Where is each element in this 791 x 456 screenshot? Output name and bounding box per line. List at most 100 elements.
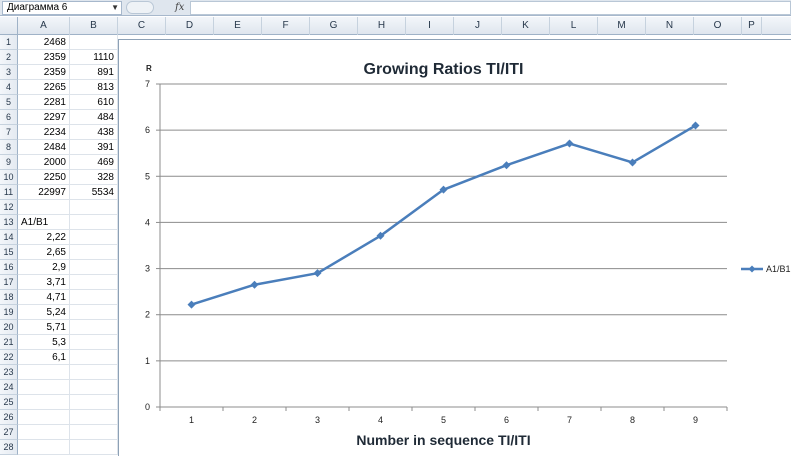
row-header[interactable]: 17 [0,275,18,290]
cell-b[interactable] [70,260,118,275]
cell-a[interactable] [18,395,70,410]
row-header[interactable]: 24 [0,380,18,395]
cell-b[interactable] [70,440,118,455]
cell-a[interactable]: 2281 [18,95,70,110]
column-header-b[interactable]: B [70,17,118,35]
cell-b[interactable] [70,245,118,260]
cell-b[interactable]: 484 [70,110,118,125]
column-header-e[interactable]: E [214,17,262,35]
column-header-c[interactable]: C [118,17,166,35]
cell-b[interactable]: 438 [70,125,118,140]
cell-a[interactable] [18,440,70,455]
insert-function-icon[interactable]: fx [175,2,185,13]
name-box[interactable]: Диаграмма 6 ▼ [2,1,122,15]
row-header[interactable]: 3 [0,65,18,80]
cell-a[interactable] [18,425,70,440]
column-header-a[interactable]: A [18,17,70,35]
cell-b[interactable] [70,200,118,215]
cell-a[interactable]: 2234 [18,125,70,140]
row-header[interactable]: 11 [0,185,18,200]
column-header-f[interactable]: F [262,17,310,35]
column-header-n[interactable]: N [646,17,694,35]
formula-input[interactable] [190,1,791,15]
row-header[interactable]: 1 [0,35,18,50]
row-header[interactable]: 28 [0,440,18,455]
cell-b[interactable] [70,230,118,245]
cell-a[interactable]: 2359 [18,50,70,65]
cell-a[interactable] [18,410,70,425]
cell-b[interactable] [70,350,118,365]
row-header[interactable]: 26 [0,410,18,425]
column-header-p[interactable]: P [742,17,762,35]
row-header[interactable]: 14 [0,230,18,245]
select-all-corner[interactable] [0,17,18,35]
cell-a[interactable]: 2000 [18,155,70,170]
row-header[interactable]: 23 [0,365,18,380]
cell-a[interactable]: 2250 [18,170,70,185]
row-header[interactable]: 16 [0,260,18,275]
row-header[interactable]: 27 [0,425,18,440]
row-header[interactable]: 6 [0,110,18,125]
column-header-l[interactable]: L [550,17,598,35]
row-header[interactable]: 22 [0,350,18,365]
cell-a[interactable]: 4,71 [18,290,70,305]
row-header[interactable]: 9 [0,155,18,170]
cell-b[interactable] [70,365,118,380]
cell-b[interactable] [70,335,118,350]
cell-b[interactable] [70,290,118,305]
cell-b[interactable]: 891 [70,65,118,80]
cell-a[interactable]: 2,65 [18,245,70,260]
cell-b[interactable] [70,395,118,410]
cell-b[interactable]: 610 [70,95,118,110]
cell-b[interactable] [70,320,118,335]
cell-b[interactable] [70,305,118,320]
cell-b[interactable] [70,425,118,440]
cell-b[interactable]: 391 [70,140,118,155]
column-header-d[interactable]: D [166,17,214,35]
cell-a[interactable]: 5,3 [18,335,70,350]
legend[interactable]: A1/B1 [741,264,791,274]
cell-a[interactable]: 2265 [18,80,70,95]
row-header[interactable]: 18 [0,290,18,305]
row-header[interactable]: 12 [0,200,18,215]
cell-b[interactable] [70,380,118,395]
row-header[interactable]: 10 [0,170,18,185]
cell-b[interactable] [70,275,118,290]
cell-a[interactable]: 2468 [18,35,70,50]
cell-b[interactable] [70,35,118,50]
cell-a[interactable]: 2484 [18,140,70,155]
cell-a[interactable]: 2359 [18,65,70,80]
cell-b[interactable]: 469 [70,155,118,170]
cell-a[interactable]: 2297 [18,110,70,125]
row-header[interactable]: 4 [0,80,18,95]
row-header[interactable]: 7 [0,125,18,140]
row-header[interactable]: 15 [0,245,18,260]
chevron-down-icon[interactable]: ▼ [111,3,119,12]
row-header[interactable]: 20 [0,320,18,335]
column-header-m[interactable]: M [598,17,646,35]
cell-b[interactable]: 328 [70,170,118,185]
cell-b[interactable]: 1110 [70,50,118,65]
cell-a[interactable] [18,200,70,215]
column-header-h[interactable]: H [358,17,406,35]
column-header-k[interactable]: K [502,17,550,35]
cell-a[interactable]: 3,71 [18,275,70,290]
cell-a[interactable] [18,380,70,395]
cell-a[interactable]: A1/B1 [18,215,70,230]
cell-a[interactable]: 5,24 [18,305,70,320]
column-header-g[interactable]: G [310,17,358,35]
column-header-i[interactable]: I [406,17,454,35]
column-header-o[interactable]: O [694,17,742,35]
row-header[interactable]: 25 [0,395,18,410]
row-header[interactable]: 13 [0,215,18,230]
cell-b[interactable] [70,215,118,230]
cell-a[interactable]: 2,22 [18,230,70,245]
cell-b[interactable]: 813 [70,80,118,95]
row-header[interactable]: 8 [0,140,18,155]
row-header[interactable]: 5 [0,95,18,110]
cell-b[interactable]: 5534 [70,185,118,200]
row-header[interactable]: 2 [0,50,18,65]
cell-a[interactable]: 22997 [18,185,70,200]
chart-object[interactable]: Growing Ratios TI/ITI R Number in sequen… [118,39,791,456]
cell-a[interactable]: 2,9 [18,260,70,275]
